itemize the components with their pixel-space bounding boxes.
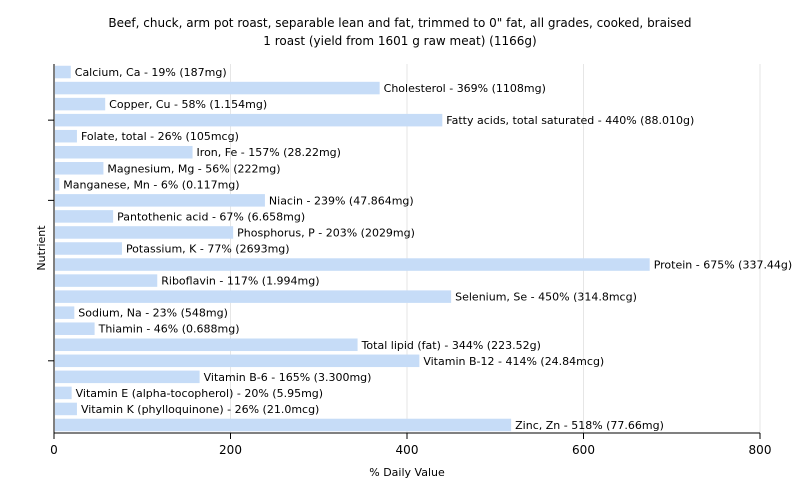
bar-label: Sodium, Na - 23% (548mg) bbox=[78, 307, 228, 320]
bar bbox=[55, 354, 420, 368]
bar bbox=[55, 418, 512, 432]
bar bbox=[55, 65, 71, 79]
bar bbox=[55, 242, 122, 255]
bars-group: Calcium, Ca - 19% (187mg) Cholesterol - 3… bbox=[55, 65, 793, 432]
bar bbox=[55, 129, 77, 143]
bar bbox=[55, 258, 650, 271]
bar-label: Total lipid (fat) - 344% (223.52g) bbox=[361, 339, 541, 352]
bar-label: Vitamin E (alpha-tocopherol) - 20% (5.95… bbox=[76, 387, 323, 400]
bar-label: Vitamin B-12 - 414% (24.84mcg) bbox=[423, 355, 604, 368]
bar-label: Protein - 675% (337.44g) bbox=[654, 259, 793, 272]
bar bbox=[55, 97, 106, 111]
bar-label: Phosphorus, P - 203% (2029mg) bbox=[237, 226, 415, 239]
bar bbox=[55, 290, 452, 303]
x-tick-label: 800 bbox=[749, 443, 772, 457]
bar-label: Fatty acids, total saturated - 440% (88.… bbox=[446, 114, 694, 127]
x-axis-title: % Daily Value bbox=[369, 466, 445, 479]
chart-title: Beef, chuck, arm pot roast, separable le… bbox=[108, 16, 691, 30]
bar-label: Magnesium, Mg - 56% (222mg) bbox=[107, 162, 280, 175]
bar-label: Thiamin - 46% (0.688mg) bbox=[98, 323, 240, 336]
bar-label: Vitamin B-6 - 165% (3.300mg) bbox=[204, 371, 372, 384]
bar bbox=[55, 113, 443, 127]
bar-label: Potassium, K - 77% (2693mg) bbox=[126, 243, 290, 256]
bar bbox=[55, 338, 358, 352]
x-tick-label: 600 bbox=[572, 443, 595, 457]
bar bbox=[55, 274, 158, 287]
bar-label: Vitamin K (phylloquinone) - 26% (21.0mcg… bbox=[81, 403, 319, 416]
bar bbox=[55, 402, 77, 416]
bar-label: Copper, Cu - 58% (1.154mg) bbox=[109, 98, 267, 111]
bar bbox=[55, 145, 193, 159]
bar-label: Calcium, Ca - 19% (187mg) bbox=[75, 66, 227, 79]
bar-label: Selenium, Se - 450% (314.8mcg) bbox=[455, 291, 637, 304]
bar bbox=[55, 210, 114, 223]
y-axis-title: Nutrient bbox=[35, 225, 48, 271]
bar-label: Riboflavin - 117% (1.994mg) bbox=[161, 275, 319, 288]
bar-label: Niacin - 239% (47.864mg) bbox=[269, 194, 414, 207]
bar-label: Manganese, Mn - 6% (0.117mg) bbox=[63, 178, 239, 191]
bar bbox=[55, 81, 380, 95]
x-tick-label: 0 bbox=[50, 443, 58, 457]
bar bbox=[55, 386, 72, 400]
bar bbox=[55, 226, 234, 239]
chart-subtitle: 1 roast (yield from 1601 g raw meat) (11… bbox=[263, 34, 536, 48]
bar-label: Folate, total - 26% (105mcg) bbox=[81, 130, 239, 143]
x-ticks-group: 0 200 400 600 800 bbox=[50, 433, 771, 457]
bar bbox=[55, 322, 95, 335]
bar bbox=[55, 162, 104, 175]
bar-label: Zinc, Zn - 518% (77.66mg) bbox=[515, 419, 664, 432]
x-tick-label: 200 bbox=[219, 443, 242, 457]
bar bbox=[55, 194, 265, 207]
bar bbox=[55, 370, 200, 384]
bar-label: Iron, Fe - 157% (28.22mg) bbox=[197, 146, 341, 159]
bar-label: Cholesterol - 369% (1108mg) bbox=[384, 82, 546, 95]
bar-label: Pantothenic acid - 67% (6.658mg) bbox=[117, 210, 305, 223]
bar bbox=[55, 178, 60, 191]
x-tick-label: 400 bbox=[396, 443, 419, 457]
bar bbox=[55, 306, 75, 319]
